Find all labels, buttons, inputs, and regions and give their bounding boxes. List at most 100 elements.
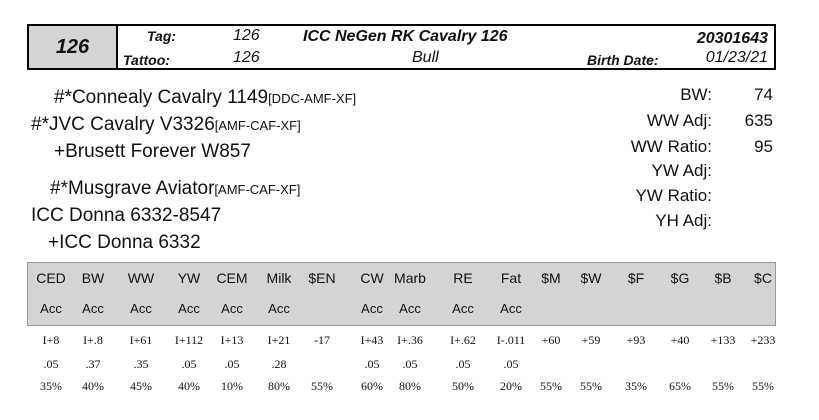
epd-value: I+.36 <box>397 333 423 347</box>
epd-accuracy: .05 <box>503 357 519 371</box>
epd-accuracy: .28 <box>271 357 287 371</box>
epd-value: I+43 <box>360 333 384 347</box>
epd-column-header: $C <box>754 270 772 286</box>
epd-column-header: YW <box>177 270 201 286</box>
lot-number: 126 <box>29 26 118 68</box>
epd-percentile: 80% <box>268 379 290 393</box>
epd-column-header: $B <box>714 270 732 286</box>
epd-value: I+13 <box>220 333 244 347</box>
epd-value: I-.011 <box>496 333 526 347</box>
registration-number: 20301643 <box>696 30 768 47</box>
tattoo-value: 126 <box>233 49 260 66</box>
epd-column-header: $M <box>541 270 561 286</box>
pedigree-name: #*JVC Cavalry V3326 <box>31 114 215 135</box>
epd-column-header: RE <box>453 270 473 286</box>
epd-value: +59 <box>581 333 601 347</box>
epd-value: -17 <box>314 333 330 347</box>
epd-accuracy: .05 <box>455 357 471 371</box>
epd-percentile: 55% <box>540 379 562 393</box>
epd-accuracy: .05 <box>224 357 240 371</box>
pedigree-name: +ICC Donna 6332 <box>48 232 201 253</box>
epd-column-header: $G <box>670 270 690 286</box>
epd-percentile: 35% <box>40 379 62 393</box>
stat-label: WW Ratio: <box>630 137 712 156</box>
epd-acc-label: Acc <box>178 301 200 316</box>
epd-column-header: $EN <box>308 270 336 286</box>
epd-acc-label: Acc <box>40 301 62 316</box>
epd-acc-label: Acc <box>399 301 421 316</box>
epd-value: +133 <box>710 333 736 347</box>
epd-accuracy: .05 <box>402 357 418 371</box>
pedigree-name: ICC Donna 6332-8547 <box>31 205 222 226</box>
pedigree-registry: [AMF-CAF-XF] <box>214 118 301 133</box>
epd-accuracy: .05 <box>181 357 197 371</box>
epd-value: I+.62 <box>450 333 476 347</box>
epd-accuracy: .05 <box>364 357 380 371</box>
epd-accuracy: .35 <box>133 357 149 371</box>
pedigree-dam-dam: +ICC Donna 6332 <box>48 232 201 254</box>
birth-date-label: Birth Date: <box>587 52 659 68</box>
epd-value: I+8 <box>42 333 60 347</box>
stat-label: BW: <box>680 85 712 104</box>
epd-value: +40 <box>670 333 690 347</box>
epd-value: +60 <box>541 333 561 347</box>
epd-percentile: 80% <box>399 379 421 393</box>
animal-name: ICC NeGen RK Cavalry 126 <box>303 28 508 45</box>
epd-acc-label: Acc <box>361 301 383 316</box>
tag-label: Tag: <box>147 28 177 44</box>
epd-percentile: 50% <box>452 379 474 393</box>
epd-column-header: $W <box>580 270 602 286</box>
pedigree-sire-sire: #*Connealy Cavalry 1149[DDC-AMF-XF] <box>54 87 356 109</box>
animal-sex: Bull <box>412 49 439 66</box>
epd-column-header: $F <box>627 270 645 286</box>
epd-acc-label: Acc <box>221 301 243 316</box>
epd-acc-label: Acc <box>82 301 104 316</box>
epd-column-header: CED <box>36 270 66 286</box>
pedigree-name: +Brusett Forever W857 <box>54 141 251 162</box>
stat-value: 95 <box>754 137 773 156</box>
pedigree-dam-sire: #*Musgrave Aviator[AMF-CAF-XF] <box>50 178 300 200</box>
epd-percentile: 45% <box>130 379 152 393</box>
epd-percentile: 35% <box>625 379 647 393</box>
epd-acc-label: Acc <box>452 301 474 316</box>
animal-header: 126 Tag: 126 Tattoo: 126 ICC NeGen RK Ca… <box>27 24 776 70</box>
epd-header-band <box>27 262 776 326</box>
epd-value: I+61 <box>129 333 153 347</box>
epd-column-header: WW <box>127 270 155 286</box>
epd-accuracy: .37 <box>85 357 101 371</box>
epd-percentile: 55% <box>712 379 734 393</box>
epd-value: I+112 <box>174 333 204 347</box>
epd-percentile: 60% <box>361 379 383 393</box>
pedigree-registry: [AMF-CAF-XF] <box>214 182 301 197</box>
stat-label: YW Ratio: <box>635 186 712 205</box>
stat-value: 74 <box>754 85 773 104</box>
epd-value: I+21 <box>267 333 291 347</box>
pedigree-name: #*Connealy Cavalry 1149 <box>54 87 269 108</box>
birth-date: 01/23/21 <box>705 49 768 66</box>
epd-percentile: 10% <box>221 379 243 393</box>
epd-percentile: 20% <box>500 379 522 393</box>
epd-column-header: Marb <box>394 270 426 286</box>
stat-label: YH Adj: <box>655 211 712 230</box>
epd-percentile: 55% <box>752 379 774 393</box>
stat-label: WW Adj: <box>646 111 712 130</box>
epd-value: +233 <box>750 333 776 347</box>
epd-percentile: 40% <box>82 379 104 393</box>
epd-value: I+.8 <box>83 333 103 347</box>
epd-percentile: 55% <box>580 379 602 393</box>
tattoo-label: Tattoo: <box>123 52 170 68</box>
tag-value: 126 <box>233 27 260 44</box>
epd-column-header: Milk <box>266 270 292 286</box>
stat-value: 635 <box>744 111 773 130</box>
epd-percentile: 65% <box>669 379 691 393</box>
epd-acc-label: Acc <box>500 301 522 316</box>
epd-accuracy: .05 <box>43 357 59 371</box>
pedigree-name: #*Musgrave Aviator <box>50 178 215 199</box>
epd-acc-label: Acc <box>130 301 152 316</box>
epd-column-header: CEM <box>216 270 248 286</box>
pedigree-dam: ICC Donna 6332-8547 <box>31 205 221 227</box>
epd-value: +93 <box>626 333 646 347</box>
pedigree-sire-dam: +Brusett Forever W857 <box>54 141 251 163</box>
epd-column-header: CW <box>360 270 384 286</box>
stat-label: YW Adj: <box>651 161 712 180</box>
